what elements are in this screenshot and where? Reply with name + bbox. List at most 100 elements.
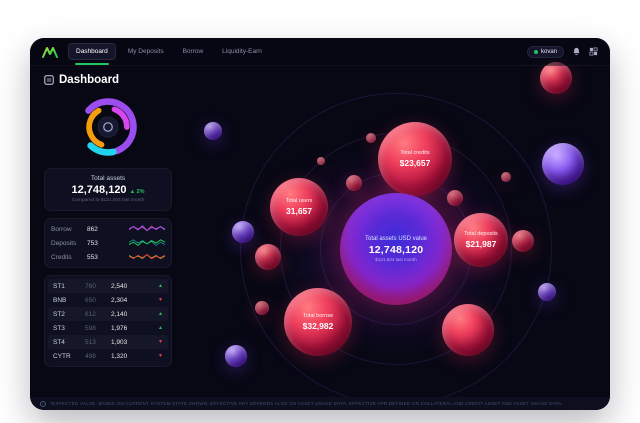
decorative-bubble: [204, 122, 222, 140]
table-cell-value: 1,976: [111, 324, 128, 332]
nav-item-my-deposits[interactable]: My Deposits: [127, 48, 164, 55]
decorative-bubble: [346, 175, 362, 191]
table-cell-value: 1,320: [111, 352, 128, 360]
total-assets-compare: Compared to $121,504 last month: [71, 198, 145, 203]
table-cell-amount: 498: [85, 352, 96, 360]
network-name: kovan: [540, 48, 557, 55]
decorative-bubble: [255, 301, 269, 315]
stat-bubble-total-deposits: Total deposits $21,987: [454, 213, 508, 267]
decorative-bubble: [366, 133, 376, 143]
decorative-bubble: [512, 230, 534, 252]
page-title-label: Dashboard: [59, 74, 120, 86]
network-badge[interactable]: kovan: [526, 45, 564, 58]
table-cell-symbol: CYTR: [53, 352, 71, 360]
decorative-bubble: [442, 304, 494, 356]
table-cell-value: 2,140: [111, 310, 128, 318]
metric-value: 753: [87, 239, 98, 247]
bubble-subtext: $121,504 last month: [375, 257, 417, 263]
table-cell-amount: 760: [85, 282, 96, 290]
total-assets-change: ▲ 2%: [129, 189, 145, 195]
dashboard-icon: [44, 75, 54, 85]
table-cell-value: 2,540: [111, 282, 128, 290]
main-nav: Dashboard My Deposits Borrow Liquidity-E…: [68, 43, 269, 65]
disclaimer-text: *EXPECTED VALUE: BASED ON CURRENT SYSTEM…: [50, 401, 563, 406]
bubble-label: Total users: [285, 198, 313, 205]
decorative-bubble: [317, 157, 325, 165]
stat-bubble-total-users: Total users 31,657: [270, 178, 328, 236]
table-cell-value: 2,304: [111, 296, 128, 304]
decorative-bubble: [538, 283, 556, 301]
trend-down-icon: ▼: [158, 339, 163, 345]
metric-label: Credits: [51, 253, 72, 261]
bubble-value: $21,987: [465, 238, 497, 249]
apps-grid-icon[interactable]: [589, 47, 598, 56]
metric-sparkline-icon: [129, 253, 165, 260]
decorative-bubble: [447, 190, 463, 206]
app-window: Total credits $23,657 Total users 31,657 Tot…: [30, 38, 610, 410]
page-title: Dashboard: [44, 74, 172, 86]
table-row[interactable]: BNB 650 2,304 ▼: [48, 293, 168, 307]
table-cell-amount: 598: [85, 324, 96, 332]
sidebar: Dashboard Total assets 12,748,120 ▲ 2% C…: [44, 74, 172, 394]
table-row[interactable]: CYTR 498 1,320 ▼: [48, 349, 168, 363]
table-cell-amount: 650: [85, 296, 96, 304]
app-logo-icon: [42, 46, 58, 58]
bubble-value: $23,657: [399, 157, 431, 168]
disclaimer-footer: i *EXPECTED VALUE: BASED ON CURRENT SYST…: [30, 397, 610, 410]
stat-bubble-total-borrow: Total borrow $32,982: [284, 288, 352, 356]
trend-up-icon: ▲: [158, 311, 163, 317]
trend-down-icon: ▼: [158, 353, 163, 359]
metric-sparkline-icon: [129, 225, 165, 232]
bubble-field: Total credits $23,657 Total users 31,657 Tot…: [30, 38, 610, 410]
table-cell-symbol: ST3: [53, 324, 65, 332]
metric-row: Deposits 753: [51, 238, 165, 248]
stat-bubble-total-assets: Total assets USD value 12,748,120 $121,504…: [340, 193, 452, 305]
metric-label: Deposits: [51, 239, 77, 247]
decorative-bubble: [232, 221, 254, 243]
table-cell-symbol: ST1: [53, 282, 65, 290]
table-row[interactable]: ST1 760 2,540 ▲: [48, 279, 168, 293]
navbar-right: kovan: [526, 45, 598, 58]
table-cell-value: 1,903: [111, 338, 128, 346]
table-cell-amount: 612: [85, 310, 96, 318]
bubble-value: $32,982: [302, 320, 334, 331]
metric-sparkline-icon: [129, 239, 165, 247]
stat-bubble-total-credits: Total credits $23,657: [378, 122, 452, 196]
trend-down-icon: ▼: [158, 297, 163, 303]
decorative-bubble: [501, 172, 511, 182]
total-assets-value: 12,748,120: [71, 184, 127, 196]
metric-value: 553: [87, 253, 98, 261]
network-status-dot: [533, 49, 538, 54]
donut-wrap: [44, 93, 172, 161]
metric-row: Credits 553: [51, 252, 165, 262]
metric-label: Borrow: [51, 225, 72, 233]
total-assets-label: Total assets: [90, 175, 126, 182]
table-cell-symbol: ST4: [53, 338, 65, 346]
metric-row: Borrow 862: [51, 224, 165, 234]
metrics-list: Borrow 862 Deposits 753 Credits 553: [44, 218, 172, 268]
decorative-bubble: [225, 345, 247, 367]
donut-center-icon: [103, 122, 113, 132]
donut-segments: [79, 98, 137, 156]
bubble-label: Total assets USD value: [364, 235, 428, 242]
nav-item-liquidity-earn[interactable]: Liquidity-Earn: [222, 48, 262, 55]
nav-item-borrow[interactable]: Borrow: [182, 48, 204, 55]
decorative-bubble: [542, 143, 584, 185]
bubble-value: 12,748,120: [368, 244, 424, 257]
table-cell-symbol: BNB: [53, 296, 67, 304]
decorative-bubble: [540, 62, 572, 94]
bubble-label: Total deposits: [464, 231, 498, 238]
trend-up-icon: ▲: [158, 325, 163, 331]
bubble-label: Total credits: [400, 150, 430, 157]
table-cell-amount: 513: [85, 338, 96, 346]
table-row[interactable]: ST4 513 1,903 ▼: [48, 335, 168, 349]
notifications-bell-icon[interactable]: [572, 47, 581, 56]
info-icon: i: [40, 400, 46, 407]
nav-item-dashboard[interactable]: Dashboard: [68, 43, 116, 65]
table-row[interactable]: ST3 598 1,976 ▲: [48, 321, 168, 335]
asset-table: ST1 760 2,540 ▲ BNB 650 2,304 ▼ ST2 612 2,140 ▲ ST3 5…: [44, 275, 172, 367]
table-cell-symbol: ST2: [53, 310, 65, 318]
trend-up-icon: ▲: [158, 283, 163, 289]
decorative-bubble: [255, 244, 281, 270]
table-row[interactable]: ST2 612 2,140 ▲: [48, 307, 168, 321]
